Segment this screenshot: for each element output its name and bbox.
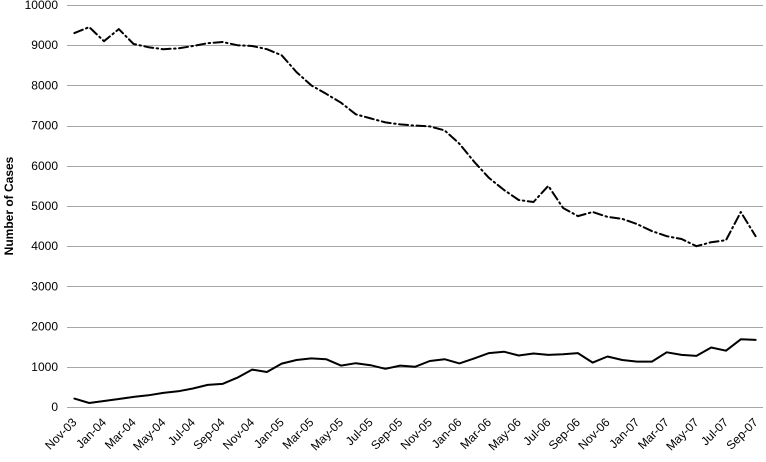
- y-tick-label: 5000: [31, 199, 58, 213]
- y-tick-label: 9000: [31, 38, 58, 52]
- y-tick-labels: 0 1000 2000 3000 4000 5000 6000 7000 8000 9000 100…: [25, 0, 59, 414]
- y-tick-label: 0: [51, 400, 58, 414]
- x-tick-label: Nov-03: [42, 415, 79, 452]
- series-lines: [73, 26, 757, 404]
- x-tick-label: May-04: [130, 415, 168, 453]
- x-tick-label: Jan-04: [73, 415, 109, 451]
- y-tick-label: 4000: [31, 239, 58, 253]
- x-tick-label: May-05: [308, 415, 346, 453]
- series-solid-line: [73, 338, 757, 404]
- x-tick-label: Sep-05: [368, 415, 405, 452]
- x-tick-label: Jan-05: [251, 415, 287, 451]
- y-tick-label: 6000: [31, 159, 58, 173]
- y-tick-label: 2000: [31, 320, 58, 334]
- x-tick-label: Sep-04: [190, 415, 227, 452]
- gridlines: [67, 5, 763, 408]
- x-tick-labels: Nov-03Jan-04Mar-04May-04Jul-04Sep-04Nov-…: [42, 415, 761, 453]
- x-tick-label: May-07: [663, 415, 701, 453]
- series-dash-dot-line: [73, 26, 757, 248]
- y-tick-label: 1000: [31, 360, 58, 374]
- x-tick-label: Sep-07: [723, 415, 760, 452]
- x-tick-label: May-06: [486, 415, 524, 453]
- x-tick-label: Jan-07: [606, 415, 642, 451]
- x-tick-label: Sep-06: [546, 415, 583, 452]
- x-tick-label: Nov-04: [220, 415, 257, 452]
- y-tick-label: 10000: [25, 0, 59, 12]
- y-tick-label: 3000: [31, 279, 58, 293]
- x-tick-label: Nov-05: [398, 415, 435, 452]
- y-tick-label: 7000: [31, 119, 58, 133]
- x-tick-label: Jan-06: [429, 415, 465, 451]
- y-tick-label: 8000: [31, 78, 58, 92]
- x-tick-label: Nov-06: [575, 415, 612, 452]
